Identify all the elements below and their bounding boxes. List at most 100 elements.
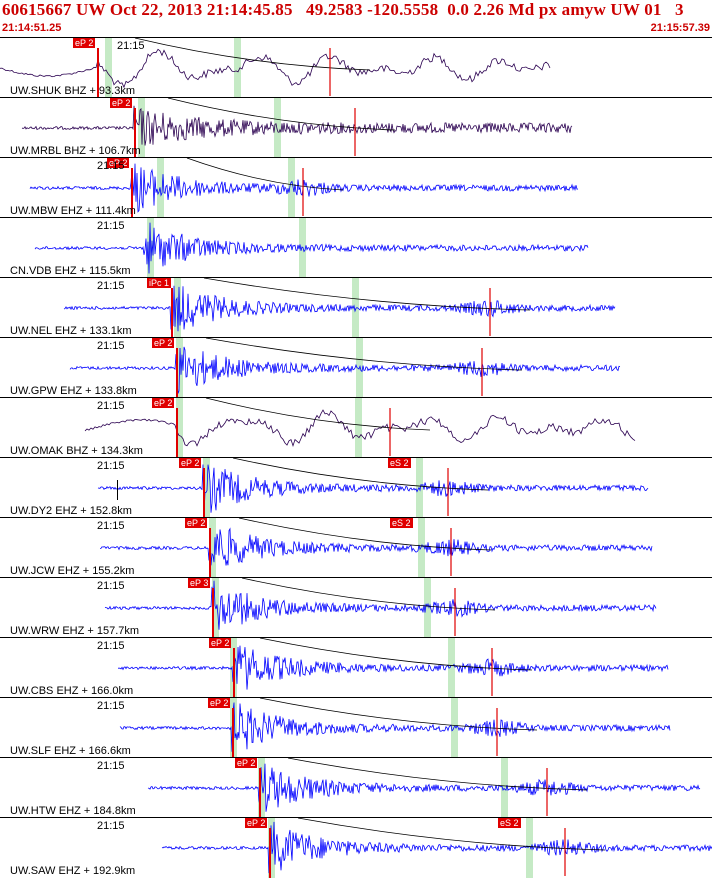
p-pick-line[interactable] — [209, 528, 211, 578]
station-label: UW.DY2 EHZ + 152.8km — [10, 505, 132, 517]
minute-tick-label: 21:15 — [97, 580, 125, 592]
minute-tick-label: 21:15 — [97, 700, 125, 712]
p-pick-line[interactable] — [232, 708, 234, 758]
minute-tick-label: 21:15 — [97, 640, 125, 652]
s-pick-flag[interactable]: eS 2 — [498, 818, 521, 828]
p-pick-flag[interactable]: eP 2 — [179, 458, 202, 468]
waveform — [118, 638, 669, 696]
waveform — [69, 338, 621, 396]
p-pick-flag[interactable]: eP 2 — [208, 698, 231, 708]
coda-envelope-curve — [232, 458, 489, 491]
spike-marker — [117, 480, 118, 500]
minute-tick-label: 21:15 — [97, 160, 125, 172]
station-label: UW.MBW EHZ + 111.4km — [10, 205, 136, 217]
minute-tick-label: 21:15 — [97, 520, 125, 532]
trace-row[interactable]: eP 2 21:15 UW.CBS EHZ + 166.0km — [0, 637, 712, 698]
coda-envelope-curve — [259, 698, 538, 731]
waveform — [100, 518, 653, 576]
station-label: UW.SHUK BHZ + 93.3km — [10, 85, 136, 97]
coda-envelope-curve — [238, 518, 492, 551]
p-pick-flag[interactable]: eP 2 — [235, 758, 258, 768]
trace-row[interactable]: eP 2 UW.MRBL BHZ + 106.7km — [0, 97, 712, 158]
p-pick-flag[interactable]: eP 2 — [73, 38, 96, 48]
p-pick-line[interactable] — [171, 288, 173, 338]
coda-envelope-curve — [203, 278, 531, 311]
waveform — [161, 818, 712, 876]
p-pick-line[interactable] — [212, 588, 214, 638]
event-title: 60615667 UW Oct 22, 2013 21:14:45.85 49.… — [2, 0, 684, 19]
waveform — [34, 222, 589, 274]
station-label: UW.MRBL BHZ + 106.7km — [10, 145, 141, 157]
trace-row[interactable]: eP 2 21:15 UW.SLF EHZ + 166.6km — [0, 697, 712, 758]
p-pick-line[interactable] — [176, 348, 178, 398]
event-header: 60615667 UW Oct 22, 2013 21:14:45.85 49.… — [0, 0, 712, 37]
coda-envelope-curve — [167, 98, 396, 131]
p-pick-line[interactable] — [97, 48, 99, 98]
waveform — [147, 758, 701, 816]
p-pick-line[interactable] — [134, 108, 136, 158]
trace-row[interactable]: eP 2 eS 2 21:15 UW.JCW EHZ + 155.2km — [0, 517, 712, 578]
trace-row[interactable]: 21:15 CN.VDB EHZ + 115.5km — [0, 217, 712, 278]
coda-envelope-curve — [205, 338, 523, 371]
minute-tick-label: 21:15 — [97, 220, 125, 232]
coda-window-marker — [451, 698, 458, 758]
coda-window-marker — [418, 518, 425, 578]
trace-row[interactable]: eP 2 21:15 UW.SHUK BHZ + 93.3km — [0, 37, 712, 98]
coda-window-marker — [448, 638, 455, 698]
trace-row[interactable]: eP 2 21:15 UW.GPW EHZ + 133.8km — [0, 337, 712, 398]
p-pick-flag[interactable]: eP 3 — [188, 578, 211, 588]
waveform — [104, 578, 657, 636]
p-pick-flag[interactable]: eP 2 — [209, 638, 232, 648]
trace-row[interactable]: eP 2 21:15 UW.OMAK BHZ + 134.3km — [0, 397, 712, 458]
coda-envelope-curve — [259, 638, 533, 671]
p-pick-flag[interactable]: eP 2 — [185, 518, 208, 528]
seismogram-panel[interactable]: eP 2 21:15 UW.SHUK BHZ + 93.3km eP 2 UW.MRBL… — [0, 37, 712, 878]
p-pick-line[interactable] — [176, 408, 178, 458]
coda-window-marker — [105, 38, 112, 98]
coda-window-marker — [209, 518, 216, 578]
station-label: CN.VDB EHZ + 115.5km — [10, 265, 131, 277]
waveform — [0, 38, 551, 96]
trace-row[interactable]: eP 2 21:15 UW.MBW EHZ + 111.4km — [0, 157, 712, 218]
p-pick-flag[interactable]: eP 2 — [107, 158, 130, 168]
p-pick-flag[interactable]: iPc 1 — [147, 278, 172, 288]
trace-row[interactable]: eP 3 21:15 UW.WRW EHZ + 157.7km — [0, 577, 712, 638]
coda-window-marker — [274, 98, 281, 158]
trace-row[interactable]: eP 2 eS 2 21:15 UW.DY2 EHZ + 152.8km — [0, 457, 712, 518]
time-end: 21:15:57.39 — [650, 22, 710, 34]
minute-tick-label: 21:15 — [97, 280, 125, 292]
coda-window-marker — [157, 158, 164, 218]
coda-window-marker — [501, 758, 508, 818]
station-label: UW.SLF EHZ + 166.6km — [10, 745, 131, 757]
coda-envelope-curve — [205, 398, 431, 431]
trace-row[interactable]: iPc 1 21:15 UW.NEL EHZ + 133.1km — [0, 277, 712, 338]
minute-tick-label: 21:15 — [97, 460, 125, 472]
p-pick-line[interactable] — [131, 168, 133, 218]
p-pick-flag[interactable]: eP 2 — [110, 98, 133, 108]
p-pick-line[interactable] — [269, 828, 271, 878]
coda-window-marker — [234, 38, 241, 98]
coda-envelope-curve — [186, 158, 344, 191]
minute-tick-label: 21:15 — [117, 40, 145, 52]
s-pick-flag[interactable]: eS 2 — [390, 518, 413, 528]
p-pick-line[interactable] — [259, 768, 261, 818]
s-pick-flag[interactable]: eS 2 — [388, 458, 411, 468]
minute-tick-label: 21:15 — [97, 760, 125, 772]
trace-row[interactable]: eP 2 eS 2 21:15 UW.SAW EHZ + 192.9km — [0, 817, 712, 878]
p-pick-line[interactable] — [203, 468, 205, 518]
p-pick-flag[interactable]: eP 2 — [245, 818, 268, 828]
p-pick-flag[interactable]: eP 2 — [152, 338, 175, 348]
coda-window-marker — [352, 278, 359, 338]
minute-tick-label: 21:15 — [97, 820, 125, 832]
station-label: UW.JCW EHZ + 155.2km — [10, 565, 135, 577]
p-pick-line[interactable] — [233, 648, 235, 698]
station-label: UW.CBS EHZ + 166.0km — [10, 685, 134, 697]
station-label: UW.NEL EHZ + 133.1km — [10, 325, 132, 337]
coda-envelope-curve — [287, 758, 588, 791]
coda-window-marker — [288, 158, 295, 218]
station-label: UW.GPW EHZ + 133.8km — [10, 385, 137, 397]
trace-row[interactable]: eP 2 21:15 UW.HTW EHZ + 184.8km — [0, 757, 712, 818]
waveform — [119, 698, 671, 756]
p-pick-flag[interactable]: eP 2 — [152, 398, 175, 408]
coda-window-marker — [203, 458, 210, 518]
